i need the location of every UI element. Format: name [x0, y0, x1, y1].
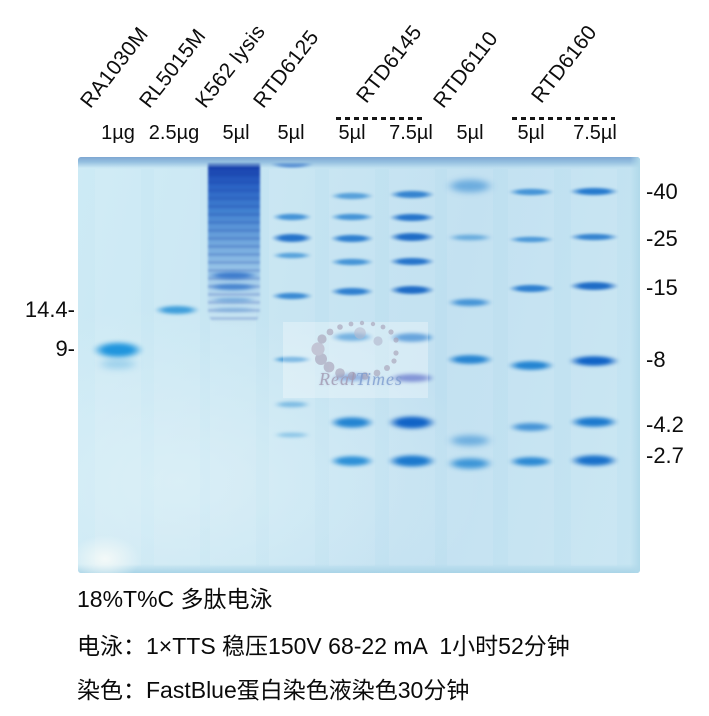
- loading-amount-label: 7.5µl: [389, 122, 433, 144]
- gel-band: [92, 341, 144, 359]
- gel-band: [568, 355, 620, 367]
- loading-amount-label: 5µl: [222, 122, 250, 144]
- gel-band: [329, 455, 375, 467]
- gel-band: [569, 281, 619, 291]
- gel-band: [154, 305, 200, 315]
- gel-band: [272, 251, 312, 259]
- gel-band: [446, 353, 494, 365]
- sample-name-label: RTD6160: [527, 21, 602, 108]
- gel-photo: RealTimes: [78, 157, 640, 573]
- gel-band: [387, 454, 437, 468]
- lane-streak: [571, 169, 617, 566]
- right-marker-label: -4.2: [646, 412, 684, 437]
- gel-band: [208, 297, 258, 303]
- loading-amount-label: 5µl: [517, 122, 545, 144]
- gel-band: [389, 331, 435, 343]
- caption-staining-conditions: 染色：FastBlue蛋白染色液染色30分钟: [77, 677, 470, 703]
- gel-band: [569, 233, 619, 241]
- gel-band: [569, 453, 619, 467]
- loading-amount-label: 5µl: [338, 122, 366, 144]
- loading-amount-label: 2.5µg: [148, 122, 200, 144]
- watermark-dot-ring-logo: [311, 320, 399, 381]
- gel-band: [569, 416, 619, 428]
- gel-band: [273, 432, 311, 438]
- gel-band: [271, 233, 313, 243]
- gel-band: [389, 373, 435, 383]
- gel-band: [508, 283, 554, 293]
- gel-right-edge: [630, 157, 640, 573]
- gel-band: [330, 192, 374, 200]
- lane-group-dashed-line: [336, 117, 424, 120]
- gel-band: [508, 422, 554, 432]
- right-marker-label: -15: [646, 275, 678, 300]
- gel-top-edge: [78, 157, 640, 168]
- gel-band: [330, 233, 374, 243]
- left-marker-label: 9-: [55, 336, 75, 361]
- watermark-text-real: Real: [318, 369, 356, 389]
- loading-amount-label: 7.5µl: [573, 122, 617, 144]
- gel-band: [96, 358, 140, 370]
- gel-band: [272, 213, 312, 221]
- right-marker-label: -25: [646, 226, 678, 251]
- lane-streak: [447, 169, 493, 566]
- gel-band: [387, 414, 437, 430]
- left-marker-label: 14.4-: [24, 297, 75, 322]
- watermark-text: RealTimes: [296, 369, 426, 390]
- gel-band: [447, 297, 493, 307]
- loading-amount-label: 5µl: [277, 122, 305, 144]
- gel-band: [508, 455, 554, 467]
- gel-band: [389, 189, 435, 199]
- gel-band: [329, 415, 375, 429]
- right-marker-label: -2.7: [646, 443, 684, 468]
- loading-amount-label: 1µg: [101, 122, 135, 144]
- caption-electrophoresis-conditions: 电泳：1×TTS 稳压150V 68-22 mA 1小时52分钟: [77, 633, 570, 659]
- gel-band: [208, 306, 258, 312]
- gel-band: [330, 258, 374, 266]
- caption-gel-type: 18%T%C 多肽电泳: [77, 586, 273, 612]
- gel-band: [207, 270, 259, 280]
- gel-band: [389, 212, 435, 222]
- gel-band: [273, 400, 311, 408]
- gel-band: [271, 292, 313, 300]
- right-marker-label: -8: [646, 347, 666, 372]
- gel-band: [446, 456, 494, 470]
- gel-band: [330, 332, 374, 342]
- sample-name-label: RTD6110: [429, 27, 503, 113]
- gel-band: [389, 285, 435, 295]
- lane-group-dashed-line: [512, 117, 615, 120]
- gel-band: [389, 256, 435, 266]
- lane-streak: [154, 169, 200, 566]
- gel-band: [569, 186, 619, 196]
- gel-band: [446, 433, 494, 447]
- gel-band: [272, 355, 312, 363]
- gel-band: [445, 178, 495, 194]
- gel-bottom-edge: [78, 564, 640, 573]
- loading-amount-label: 5µl: [456, 122, 484, 144]
- gel-band: [447, 233, 493, 241]
- gel-band: [508, 235, 554, 243]
- gel-band: [389, 232, 435, 242]
- gel-band: [507, 359, 555, 371]
- right-marker-label: -40: [646, 179, 678, 204]
- gel-band: [508, 188, 554, 196]
- gel-band: [330, 213, 374, 221]
- gel-band: [207, 283, 259, 291]
- gel-corner-highlight: [78, 535, 140, 573]
- sample-name-label: RTD6145: [352, 21, 427, 108]
- watermark-text-times: Times: [355, 369, 403, 389]
- gel-band: [330, 286, 374, 296]
